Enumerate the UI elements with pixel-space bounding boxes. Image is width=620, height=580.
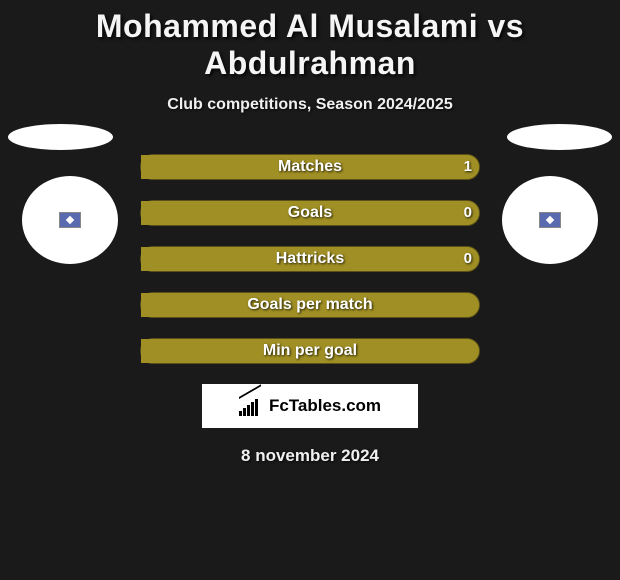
page-title: Mohammed Al Musalami vs Abdulrahman <box>0 0 620 82</box>
stat-label: Matches <box>140 154 480 180</box>
stat-row-goals-per-match: Goals per match <box>0 292 620 320</box>
subtitle: Club competitions, Season 2024/2025 <box>0 96 620 114</box>
stat-row-min-per-goal: Min per goal <box>0 338 620 366</box>
stat-label: Goals per match <box>140 292 480 318</box>
date-text: 8 november 2024 <box>0 446 620 466</box>
stat-row-goals: Goals 0 <box>0 200 620 228</box>
stat-row-matches: Matches 1 <box>0 154 620 182</box>
player-left-badge <box>8 124 113 150</box>
logo-box: FcTables.com <box>202 384 418 428</box>
stats-area: Matches 1 Goals 0 Hattricks 0 Goals per … <box>0 154 620 366</box>
stat-label: Min per goal <box>140 338 480 364</box>
stat-label: Hattricks <box>140 246 480 272</box>
stat-label: Goals <box>140 200 480 226</box>
player-right-badge <box>507 124 612 150</box>
stat-value-right: 0 <box>464 200 472 226</box>
logo-text: FcTables.com <box>269 396 381 416</box>
stat-value-right: 1 <box>464 154 472 180</box>
stat-row-hattricks: Hattricks 0 <box>0 246 620 274</box>
chart-icon <box>239 396 265 416</box>
stat-value-right: 0 <box>464 246 472 272</box>
